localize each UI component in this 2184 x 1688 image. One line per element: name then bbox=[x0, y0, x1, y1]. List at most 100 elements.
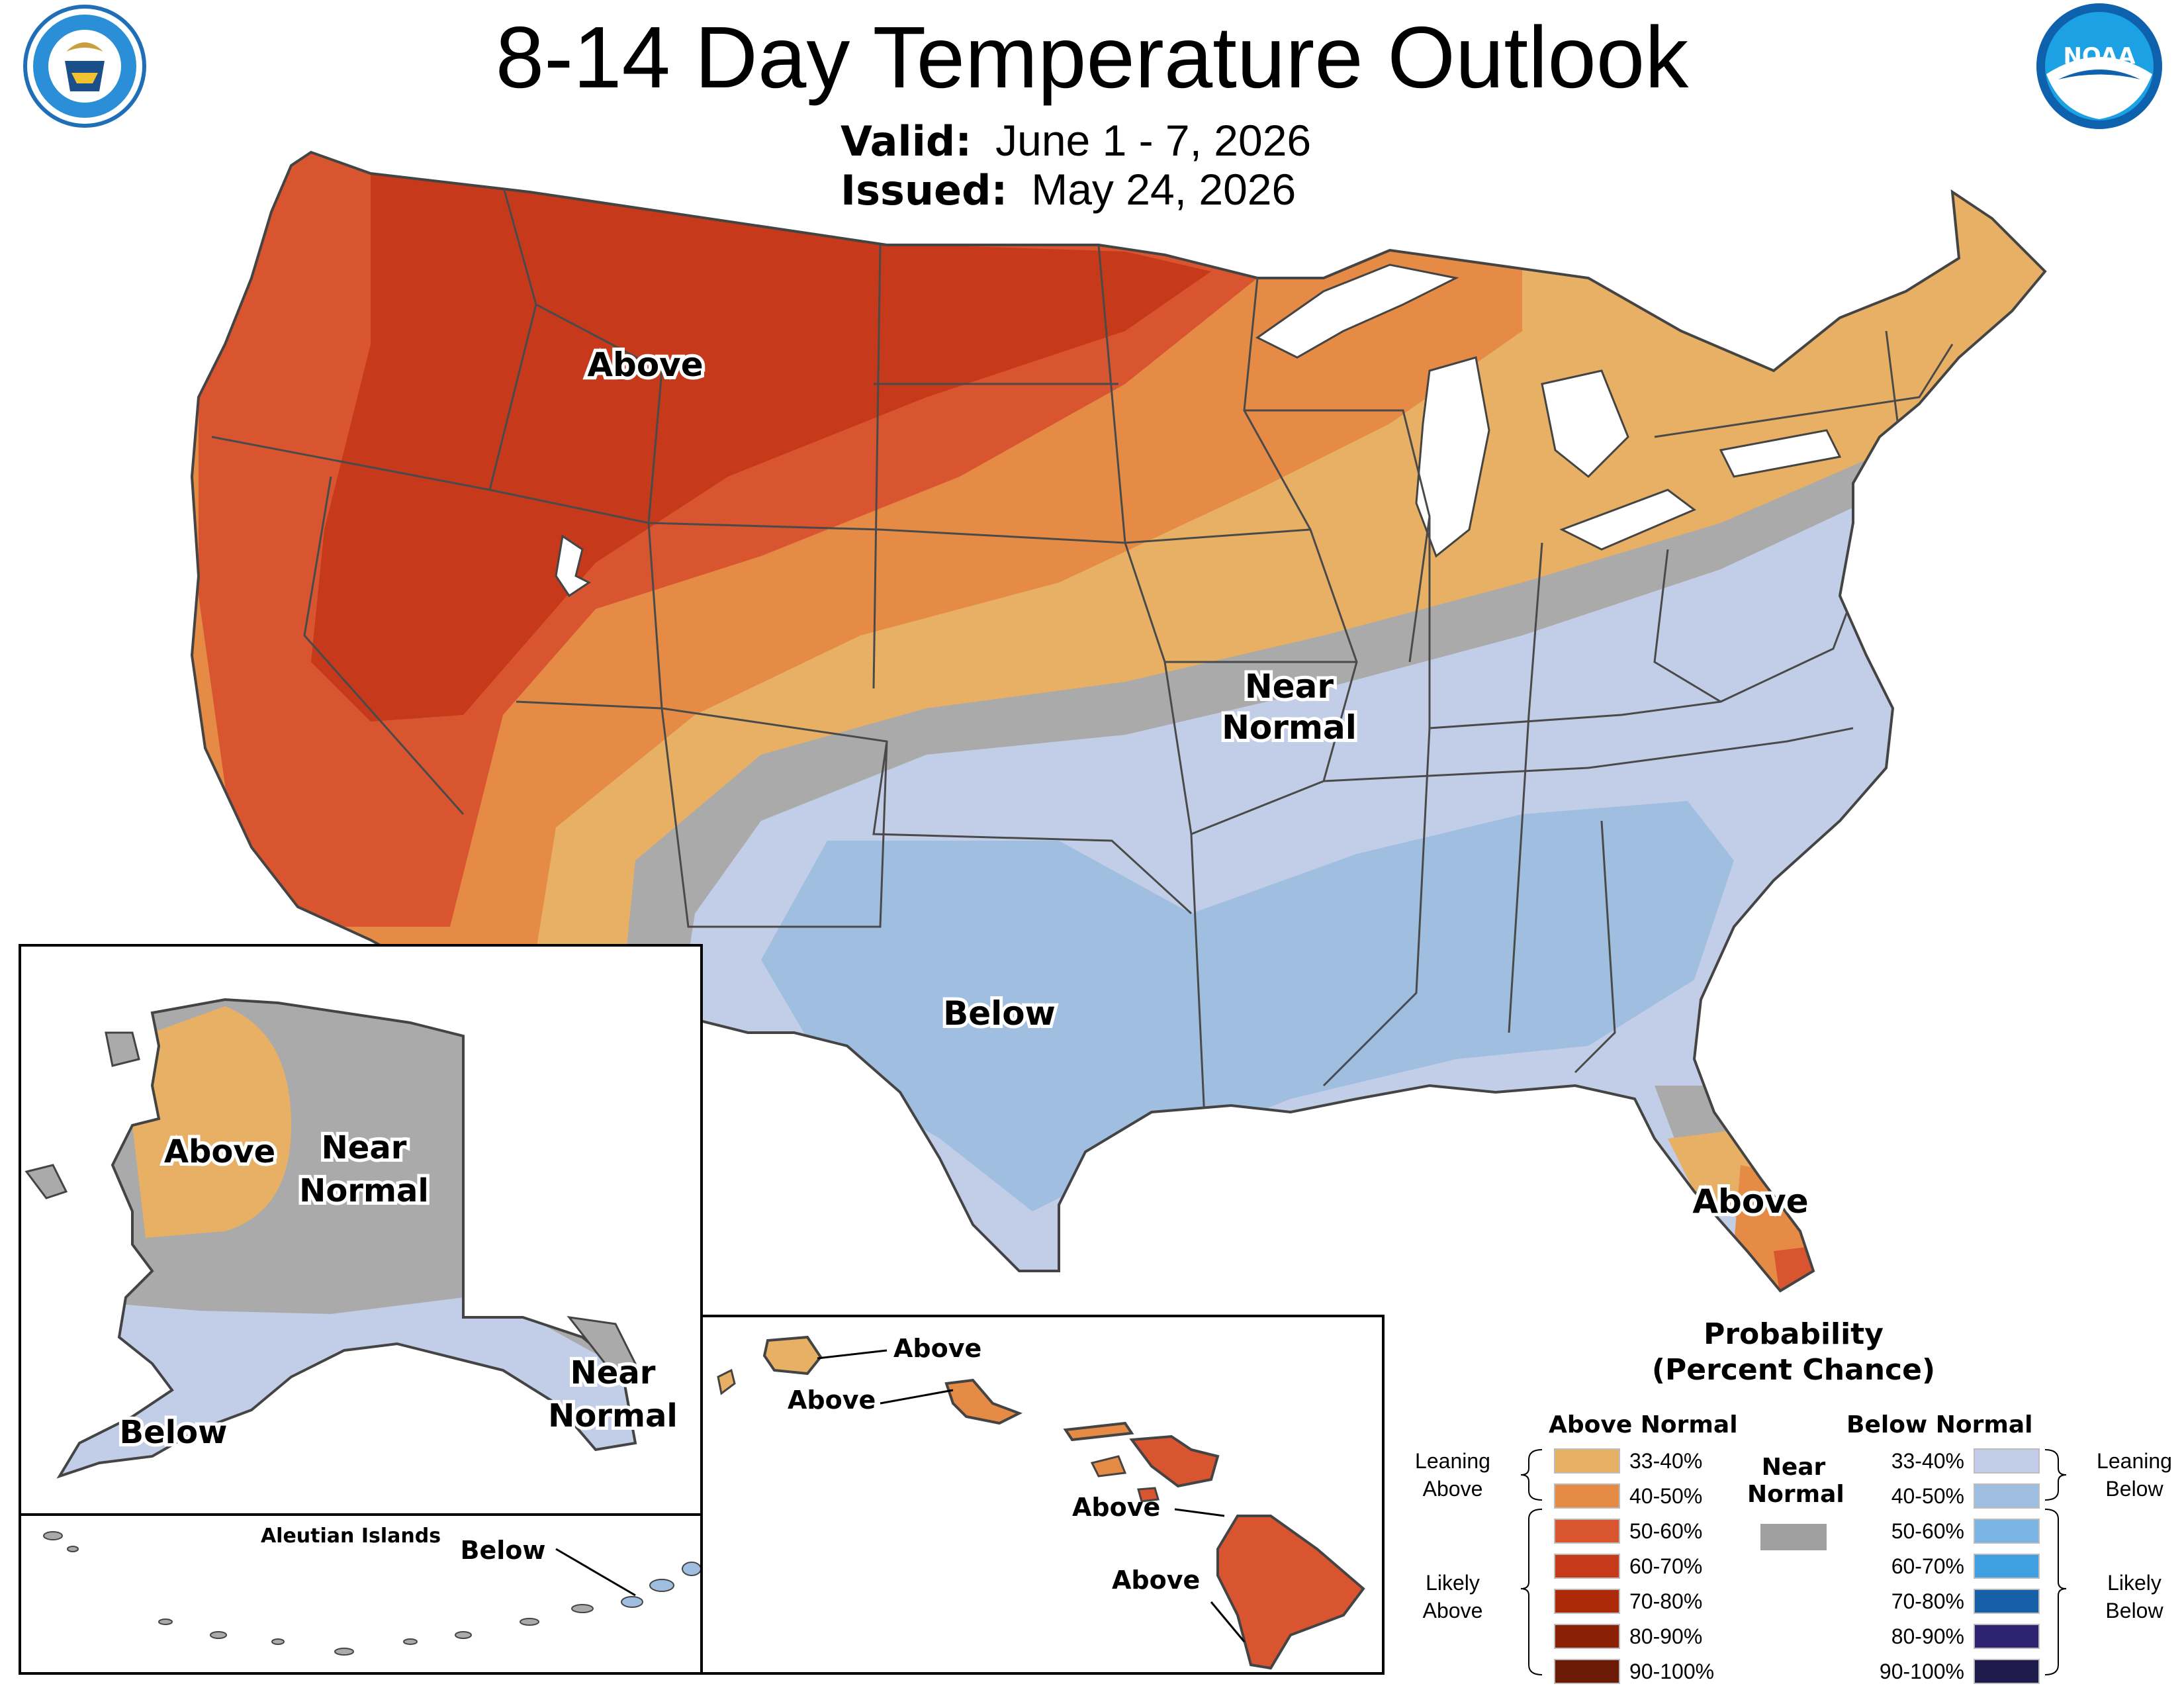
legend-above-heading: Above Normal bbox=[1549, 1411, 1738, 1438]
below-range-label: 90-100% bbox=[1879, 1659, 1964, 1683]
valid-dates: Valid: June 1 - 7, 2026 bbox=[841, 114, 1311, 168]
legend-near-swatch bbox=[1760, 1524, 1827, 1550]
niihau bbox=[717, 1368, 736, 1395]
below-swatch bbox=[1974, 1589, 2040, 1614]
label-conus-near-2: Normal bbox=[1222, 708, 1357, 747]
ak-leaning-above bbox=[132, 1006, 291, 1238]
label-hi-kauai: Above bbox=[893, 1334, 981, 1363]
kahoolawe bbox=[1137, 1487, 1160, 1503]
legend-leaning-above: Leaning Above bbox=[1415, 1449, 1490, 1501]
label-aleutian-below: Below bbox=[461, 1536, 546, 1565]
oahu bbox=[944, 1378, 1023, 1425]
below-range-label: 80-90% bbox=[1891, 1624, 1964, 1648]
above-range-label: 90-100% bbox=[1629, 1659, 1715, 1683]
above-swatch bbox=[1554, 1519, 1620, 1544]
above-range-label: 50-60% bbox=[1629, 1519, 1703, 1543]
below-swatch bbox=[1974, 1554, 2040, 1579]
lake-ontario bbox=[1719, 429, 1842, 478]
above-legend-row: 50-60% bbox=[1554, 1517, 1702, 1545]
lake-michigan bbox=[1415, 356, 1490, 558]
below-swatch bbox=[1974, 1624, 2040, 1649]
label-florida-above: Above bbox=[1692, 1182, 1808, 1221]
above-legend-row: 80-90% bbox=[1554, 1622, 1702, 1650]
below-legend-row: 50-60% bbox=[1866, 1517, 2040, 1545]
maui bbox=[1129, 1434, 1220, 1488]
big-island-leader bbox=[1210, 1601, 1246, 1642]
above-swatch bbox=[1554, 1659, 1620, 1684]
above-legend-row: 90-100% bbox=[1554, 1658, 1714, 1685]
aleutian-east-islands bbox=[621, 1562, 702, 1608]
aleutian-title: Aleutian Islands bbox=[261, 1524, 441, 1548]
doc-seal-icon bbox=[23, 5, 146, 128]
above-range-label: 70-80% bbox=[1629, 1589, 1703, 1613]
label-ak-near-2: Normal bbox=[299, 1172, 429, 1209]
noaa-logo-icon: NOAA bbox=[2036, 3, 2162, 129]
below-legend-row: 80-90% bbox=[1866, 1622, 2040, 1650]
above-legend-row: 33-40% bbox=[1554, 1447, 1702, 1475]
florida-near-normal bbox=[1655, 1086, 1780, 1139]
maui-leader bbox=[1174, 1508, 1225, 1517]
great-lakes bbox=[1255, 263, 1842, 558]
above-legend-row: 40-50% bbox=[1554, 1482, 1702, 1510]
below-swatch bbox=[1974, 1659, 2040, 1684]
above-range-label: 80-90% bbox=[1629, 1624, 1703, 1648]
kauai-leader bbox=[817, 1349, 887, 1360]
valid-label: Valid: bbox=[841, 117, 972, 165]
above-swatch bbox=[1554, 1624, 1620, 1649]
alaska-inset: Above Near Normal Below Near Normal bbox=[19, 944, 703, 1516]
label-conus-near-1: Near bbox=[1245, 667, 1334, 706]
label-ak-below: Below bbox=[120, 1414, 228, 1451]
below-legend-row: 90-100% bbox=[1866, 1658, 2040, 1685]
below-range-label: 70-80% bbox=[1891, 1589, 1964, 1613]
above-legend-row: 60-70% bbox=[1554, 1552, 1702, 1580]
above-swatch bbox=[1554, 1554, 1620, 1579]
lake-superior bbox=[1255, 263, 1459, 359]
label-conus-below: Below bbox=[943, 994, 1056, 1033]
aleutian-frame bbox=[19, 1513, 703, 1675]
issued-value: May 24, 2026 bbox=[1031, 165, 1297, 214]
kauai bbox=[762, 1335, 823, 1376]
band-below-40-50 bbox=[761, 801, 1734, 1211]
great-salt-lake bbox=[555, 534, 591, 598]
label-ak-near-1: Near bbox=[322, 1129, 407, 1166]
legend: Probability (Percent Chance) Above Norma… bbox=[1403, 1317, 2184, 1688]
label-ak-above: Above bbox=[164, 1133, 275, 1170]
legend-title-1: Probability bbox=[1704, 1317, 1884, 1351]
below-swatch bbox=[1974, 1483, 2040, 1509]
svg-text:NOAA: NOAA bbox=[2063, 43, 2136, 70]
label-ak-se-near-1: Near bbox=[570, 1354, 656, 1391]
hawaii-inset: Above Above Above Above bbox=[700, 1315, 1385, 1675]
below-legend-row: 60-70% bbox=[1866, 1552, 2040, 1580]
oahu-leader bbox=[880, 1389, 954, 1405]
map-title: 8-14 Day Temperature Outlook bbox=[495, 9, 1689, 106]
below-legend-row: 33-40% bbox=[1866, 1447, 2040, 1475]
state-boundaries bbox=[211, 185, 1954, 1119]
above-legend-row: 70-80% bbox=[1554, 1587, 1702, 1615]
lanai bbox=[1090, 1455, 1127, 1477]
above-swatch bbox=[1554, 1483, 1620, 1509]
legend-likely-below: Likely Below bbox=[2105, 1571, 2163, 1622]
label-hi-oahu: Above bbox=[788, 1385, 876, 1415]
legend-below-heading: Below Normal bbox=[1846, 1411, 2033, 1438]
below-range-label: 60-70% bbox=[1891, 1554, 1964, 1578]
alaska-islands bbox=[24, 1031, 637, 1379]
above-swatch bbox=[1554, 1589, 1620, 1614]
label-conus-above: Above bbox=[587, 346, 703, 384]
issued-date: Issued: May 24, 2026 bbox=[841, 163, 1296, 217]
label-hi-big-island: Above bbox=[1112, 1566, 1200, 1595]
band-above-60-70 bbox=[311, 172, 1211, 722]
legend-near-label: Near Normal bbox=[1747, 1454, 1844, 1508]
lake-erie bbox=[1559, 489, 1696, 551]
big-island bbox=[1216, 1515, 1365, 1670]
below-swatch bbox=[1974, 1448, 2040, 1474]
aleutian-islands bbox=[43, 1531, 594, 1656]
below-legend-row: 70-80% bbox=[1866, 1587, 2040, 1615]
above-swatch bbox=[1554, 1448, 1620, 1474]
below-swatch bbox=[1974, 1519, 2040, 1544]
above-range-label: 33-40% bbox=[1629, 1448, 1703, 1473]
legend-braces bbox=[1520, 1449, 2067, 1675]
legend-leaning-below: Leaning Below bbox=[2097, 1449, 2172, 1501]
above-range-label: 60-70% bbox=[1629, 1554, 1703, 1578]
alaska-outline bbox=[56, 998, 637, 1479]
